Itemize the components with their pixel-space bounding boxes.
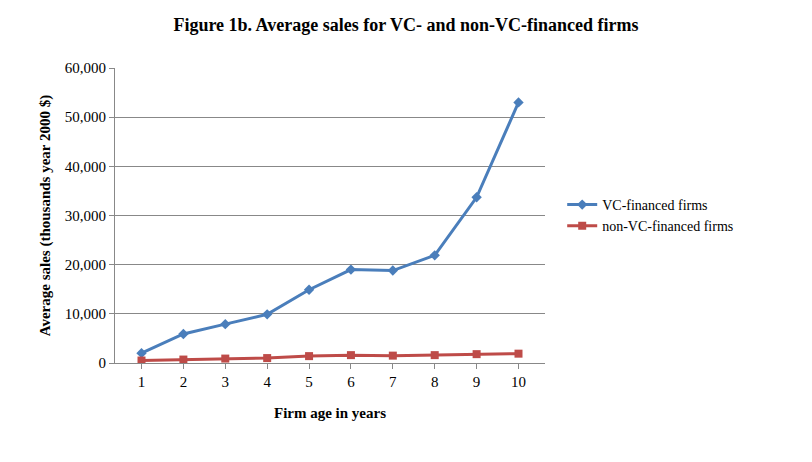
svg-text:20,000: 20,000	[65, 257, 106, 273]
svg-text:7: 7	[389, 374, 397, 390]
svg-text:60,000: 60,000	[65, 60, 106, 76]
svg-text:8: 8	[431, 374, 439, 390]
svg-text:50,000: 50,000	[65, 109, 106, 125]
svg-text:5: 5	[305, 374, 313, 390]
svg-text:40,000: 40,000	[65, 159, 106, 175]
svg-text:VC-financed firms: VC-financed firms	[602, 198, 707, 213]
svg-text:6: 6	[347, 374, 355, 390]
svg-text:10,000: 10,000	[65, 306, 106, 322]
svg-text:4: 4	[263, 374, 271, 390]
svg-text:3: 3	[222, 374, 230, 390]
svg-text:0: 0	[99, 355, 107, 371]
svg-text:10: 10	[511, 374, 526, 390]
svg-text:non-VC-financed firms: non-VC-financed firms	[602, 219, 733, 234]
svg-text:30,000: 30,000	[65, 208, 106, 224]
svg-text:9: 9	[473, 374, 481, 390]
svg-text:1: 1	[138, 374, 146, 390]
svg-text:Figure 1b. Average sales for V: Figure 1b. Average sales for VC- and non…	[173, 15, 638, 35]
svg-text:Average sales (thousands year: Average sales (thousands year 2000 $)	[37, 95, 54, 337]
svg-text:Firm age in years: Firm age in years	[274, 405, 386, 421]
svg-text:2: 2	[180, 374, 188, 390]
